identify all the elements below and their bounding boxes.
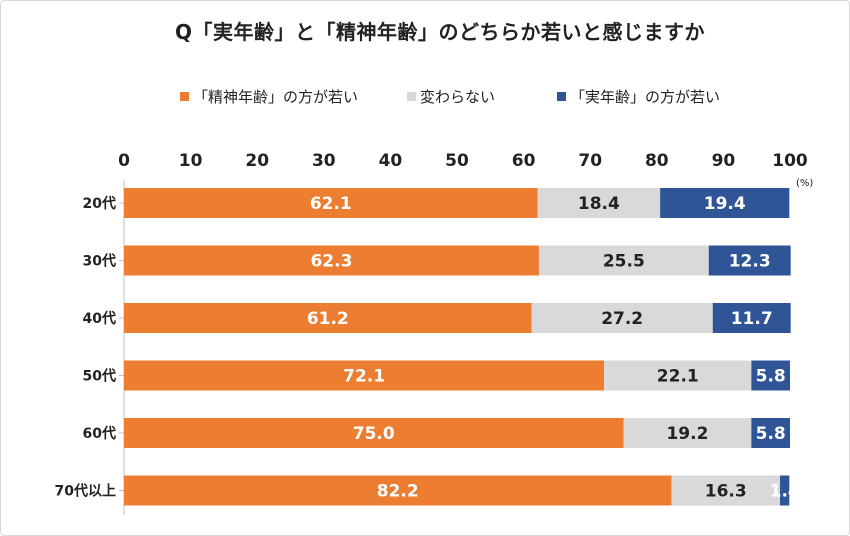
data-label: 75.0 xyxy=(353,424,395,444)
x-tick-label: 30 xyxy=(312,151,336,171)
data-label: 5.8 xyxy=(756,424,786,444)
data-label: 18.4 xyxy=(578,194,620,214)
data-label: 61.2 xyxy=(307,309,349,329)
bar-segment xyxy=(124,303,532,333)
legend-label-no-difference: 変わらない xyxy=(420,88,496,106)
bar-segment xyxy=(124,188,538,218)
chart-title: Q「実年齢」と「精神年齢」のどちらか若いと感じますか xyxy=(174,20,705,44)
data-label: 22.1 xyxy=(657,367,699,387)
category-label: 50代 xyxy=(83,368,116,385)
x-tick-label: 70 xyxy=(578,151,602,171)
legend-label-mental-younger: 「精神年齢」の方が若い xyxy=(193,88,359,106)
data-label: 19.4 xyxy=(704,194,746,214)
unit-label: (%) xyxy=(796,178,813,189)
bar-segment xyxy=(671,475,781,506)
data-label: 62.1 xyxy=(310,194,352,214)
data-label: 62.3 xyxy=(310,252,352,272)
data-label: 16.3 xyxy=(705,482,747,502)
data-label: 27.2 xyxy=(601,309,643,329)
bar-segment xyxy=(780,475,790,506)
bar-segment xyxy=(660,188,790,218)
bar-segment xyxy=(708,245,791,276)
bar-segment xyxy=(124,418,624,448)
bar-segment xyxy=(537,188,661,218)
x-tick-label: 50 xyxy=(445,151,469,171)
legend-swatch-blue xyxy=(557,92,566,101)
bar-segment xyxy=(531,303,713,333)
x-tick-label: 60 xyxy=(512,151,536,171)
bar-segment xyxy=(124,360,605,391)
bar-segment xyxy=(623,418,752,448)
x-tick-label: 80 xyxy=(645,151,669,171)
data-label: 82.2 xyxy=(377,482,419,502)
data-label: 72.1 xyxy=(343,367,385,387)
x-tick-label: 10 xyxy=(179,151,203,171)
data-label: 25.5 xyxy=(603,252,645,272)
x-tick-label: 90 xyxy=(712,151,736,171)
category-label: 30代 xyxy=(83,253,116,270)
legend-label-actual-younger: 「実年齢」の方が若い xyxy=(570,88,721,106)
data-label: 19.2 xyxy=(666,424,708,444)
legend-swatch-gray xyxy=(407,92,416,101)
x-tick-label: 0 xyxy=(118,151,130,171)
x-tick-label: 100 xyxy=(772,151,808,171)
bar-segment xyxy=(751,418,790,448)
x-tick-label: 40 xyxy=(379,151,403,171)
legend-item-actual-younger: 「実年齢」の方が若い xyxy=(557,86,720,107)
bar-segment xyxy=(124,245,539,276)
bar-segment xyxy=(712,303,791,333)
x-tick-label: 20 xyxy=(245,151,269,171)
category-label: 20代 xyxy=(83,195,116,212)
bar-segment xyxy=(124,475,672,506)
bar-segment xyxy=(538,245,709,276)
legend-item-no-difference: 変わらない xyxy=(407,86,495,107)
data-label: 1.4 xyxy=(770,482,800,502)
data-label: 12.3 xyxy=(729,252,771,272)
category-label: 60代 xyxy=(83,425,116,442)
data-label: 11.7 xyxy=(731,309,773,329)
category-label: 40代 xyxy=(83,310,116,327)
legend: 「精神年齢」の方が若い 変わらない 「実年齢」の方が若い xyxy=(0,86,850,110)
legend-item-mental-younger: 「精神年齢」の方が若い xyxy=(180,86,358,107)
legend-swatch-orange xyxy=(180,92,189,101)
bar-segment xyxy=(604,360,752,391)
bar-segment xyxy=(751,360,790,391)
data-label: 5.8 xyxy=(756,367,786,387)
category-label: 70代以上 xyxy=(55,483,116,500)
